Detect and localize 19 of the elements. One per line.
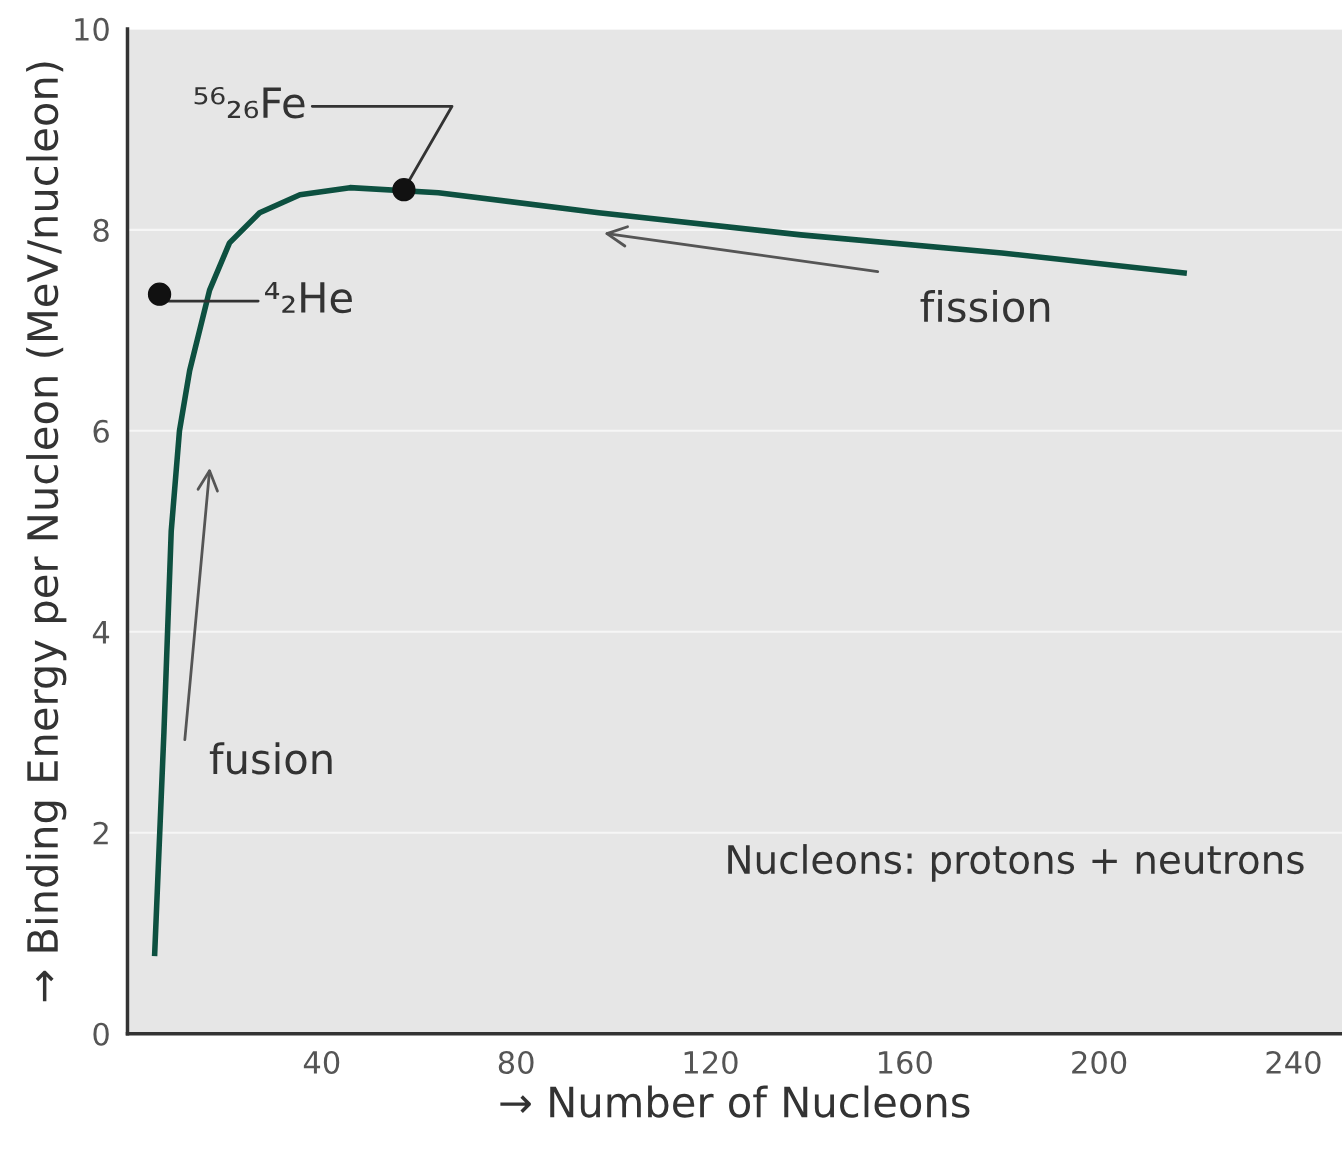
y-axis-title: → Binding Energy per Nucleon (MeV/nucleon) bbox=[26, 62, 67, 1002]
y-tick-label: 6 bbox=[93, 419, 109, 443]
annotation: fission bbox=[920, 290, 1050, 323]
y-tick-label: 0 bbox=[93, 1022, 109, 1046]
annotation: Nucleons: protons + neutrons bbox=[728, 844, 1304, 882]
x-tick-label: 80 bbox=[498, 1050, 534, 1075]
y-tick-label: 4 bbox=[92, 621, 110, 644]
x-tick-label: 40 bbox=[303, 1050, 340, 1075]
y-tick-label: 8 bbox=[93, 218, 109, 242]
x-tick-label: 200 bbox=[1072, 1050, 1127, 1075]
x-axis-title: → Number of Nucleons bbox=[500, 1085, 970, 1118]
annotation: ⁵⁶₂₆Fe bbox=[194, 86, 305, 119]
y-tick-label: 10 bbox=[75, 17, 109, 41]
y-tick-label: 2 bbox=[93, 821, 108, 845]
annotation: ⁴₂He bbox=[265, 282, 352, 314]
x-tick-label: 160 bbox=[878, 1050, 932, 1075]
annotation: fusion bbox=[209, 742, 332, 775]
x-tick-label: 240 bbox=[1266, 1050, 1321, 1075]
x-tick-label: 120 bbox=[684, 1050, 738, 1075]
